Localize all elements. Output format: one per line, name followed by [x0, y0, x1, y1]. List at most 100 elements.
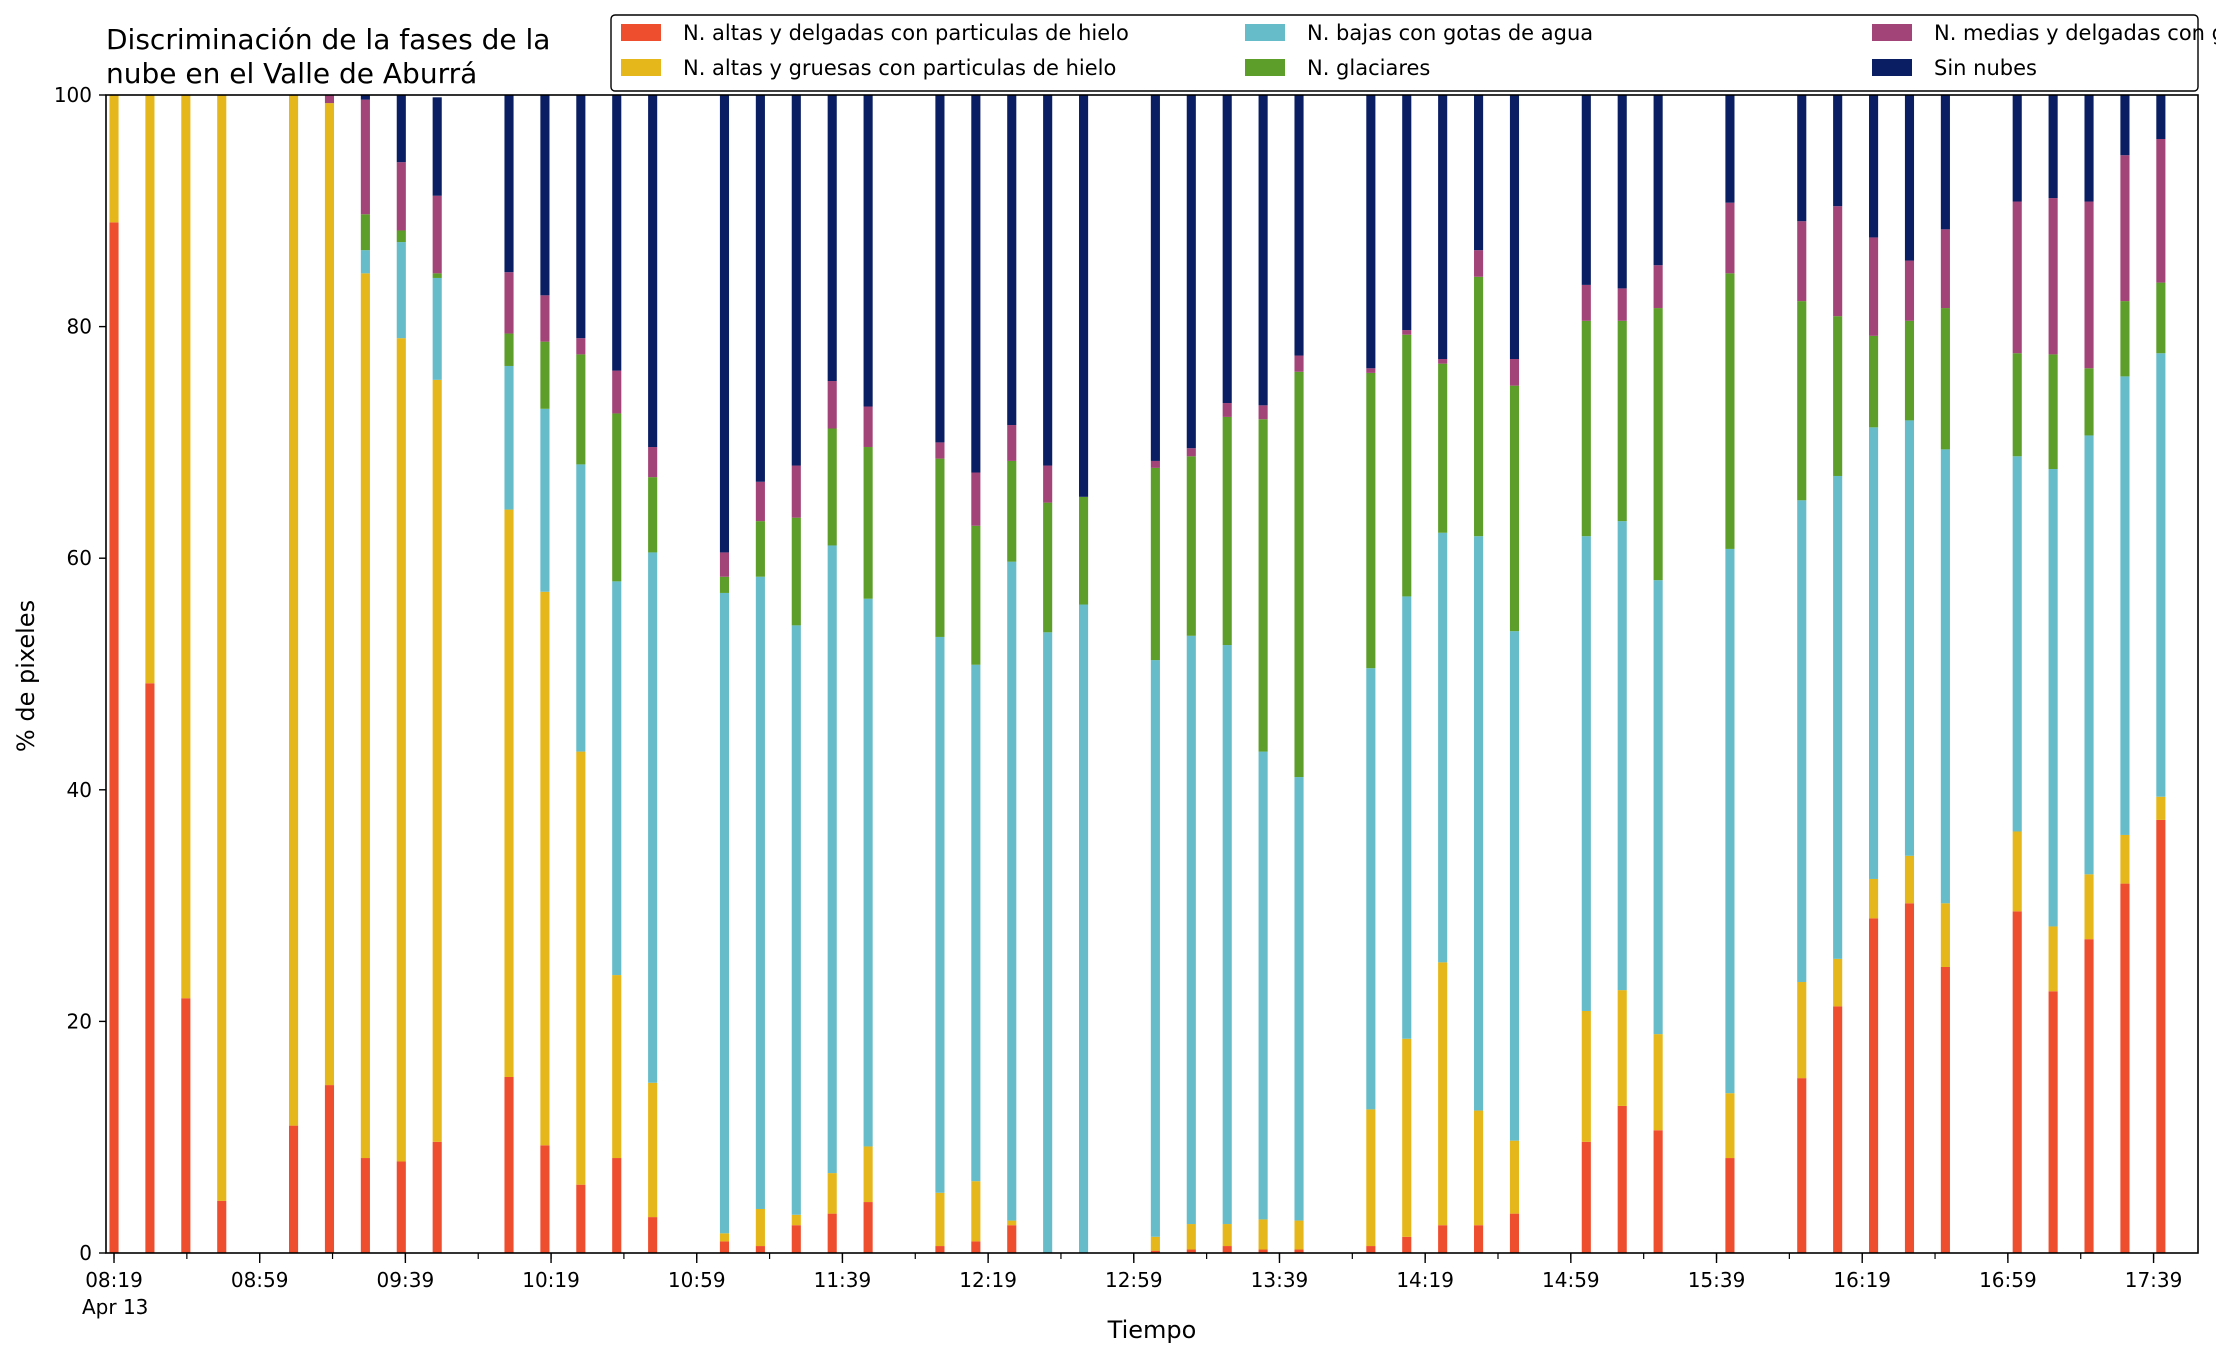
bar-segment	[2012, 911, 2022, 1253]
bar-segment	[1940, 966, 1950, 1253]
bar-segment	[935, 1192, 945, 1247]
bar-segment	[1617, 288, 1627, 321]
bar-segment	[504, 509, 514, 1077]
bar-segment	[2048, 95, 2058, 199]
bar-segment	[324, 1085, 335, 1253]
bar-segment	[1258, 419, 1268, 752]
bar-segment	[504, 365, 514, 510]
bar-segment	[1617, 320, 1627, 522]
bar-segment	[2156, 796, 2166, 820]
bar-segment	[827, 428, 837, 546]
bar-segment	[360, 95, 370, 100]
bar-segment	[1509, 1213, 1520, 1253]
legend-label: N. bajas con gotas de agua	[1307, 21, 1593, 45]
bar-segment	[1581, 320, 1591, 537]
bar-segment	[2012, 456, 2022, 832]
bar-segment	[504, 333, 514, 366]
bar-segment	[109, 222, 119, 1253]
bar-segment	[1402, 1236, 1412, 1253]
bar-segment	[1653, 95, 1663, 266]
bar-segment	[324, 95, 335, 104]
bar-segment	[863, 598, 873, 1147]
bar-segment	[1653, 1034, 1663, 1131]
bar-segment	[827, 381, 837, 429]
bar-segment	[863, 1146, 873, 1203]
bar-segment	[324, 103, 335, 1086]
bar-segment	[1007, 1220, 1017, 1226]
bar-segment	[1653, 1130, 1663, 1253]
bar-segment	[2012, 831, 2022, 912]
bar-segment	[1509, 631, 1520, 1141]
bar-segment	[181, 998, 191, 1253]
chart-title-line-1: Discriminación de la fases de la	[106, 23, 550, 56]
bar-segment	[360, 214, 370, 251]
bar-segment	[1294, 1220, 1304, 1250]
bar-segment	[1617, 521, 1627, 991]
bar-segment	[1366, 368, 1376, 373]
legend-swatch	[1245, 24, 1285, 41]
bar-segment	[1079, 95, 1089, 497]
bar-segment	[1294, 777, 1304, 1221]
bar-segment	[1904, 260, 1915, 321]
bar-segment	[971, 664, 981, 1182]
bar-segment	[540, 95, 550, 296]
bar-segment	[1653, 580, 1663, 1035]
legend-swatch	[621, 59, 661, 76]
bar-segment	[1079, 604, 1089, 1253]
bar-segment	[1904, 95, 1915, 261]
bar-segment	[1222, 645, 1232, 1225]
bar-segment	[612, 581, 622, 976]
bar-segment	[1258, 751, 1268, 1220]
bar-segment	[1509, 1140, 1520, 1214]
bar-segment	[1904, 320, 1915, 421]
bar-segment	[791, 1214, 801, 1226]
bar-segment	[1402, 334, 1412, 597]
bar-segment	[863, 1202, 873, 1253]
bar-segment	[1653, 265, 1663, 309]
axes: 0 20 40 60 80 100 08:19 08:59 09:39 10:19 10:59 11:…	[54, 83, 2199, 1319]
bar-segment	[1366, 1246, 1376, 1253]
bar-segment	[1581, 1141, 1591, 1253]
bar-segment	[935, 1246, 945, 1253]
bar-segment	[360, 1158, 370, 1253]
bar-segment	[1474, 1225, 1484, 1253]
bar-segment	[1725, 1158, 1735, 1253]
y-tick-label: 100	[54, 83, 92, 107]
bar-segment	[432, 97, 442, 196]
bar-segment	[1474, 95, 1484, 251]
bar-segment	[2084, 874, 2094, 940]
bar-segment	[1186, 1249, 1196, 1253]
bar-segment	[1581, 1010, 1591, 1142]
legend-label: N. glaciares	[1307, 56, 1430, 80]
bar-segment	[396, 242, 406, 339]
bar-segment	[289, 95, 299, 1126]
bar-segment	[396, 162, 406, 231]
bar-segment	[1150, 460, 1160, 468]
bar-segment	[719, 552, 730, 577]
bar-segment	[1186, 448, 1196, 457]
bar-segment	[145, 683, 155, 1253]
bar-segment	[1797, 95, 1807, 222]
bar-segment	[1258, 1249, 1268, 1253]
bar-segment	[755, 1209, 765, 1247]
bar-segment	[1904, 420, 1915, 856]
bar-segment	[1833, 206, 1843, 317]
bar-segment	[1833, 95, 1843, 207]
bar-segment	[1725, 548, 1735, 1094]
bar-segment	[1940, 95, 1950, 230]
bar-segment	[1797, 221, 1807, 302]
bar-segment	[360, 250, 370, 274]
bar-segment	[1474, 276, 1484, 537]
bar-segment	[1186, 95, 1196, 449]
bar-segment	[1940, 308, 1950, 450]
bar-segment	[1043, 632, 1053, 1253]
bar-segment	[935, 636, 945, 1193]
bar-segment	[1725, 1093, 1735, 1159]
x-tick-label: 10:59	[668, 1268, 726, 1292]
bar-segment	[2084, 201, 2094, 369]
bar-segment	[1007, 561, 1017, 1221]
bar-segment	[2048, 926, 2058, 992]
bar-segment	[504, 1076, 514, 1253]
bar-segment	[1294, 1249, 1304, 1253]
bar-segment	[863, 406, 873, 448]
